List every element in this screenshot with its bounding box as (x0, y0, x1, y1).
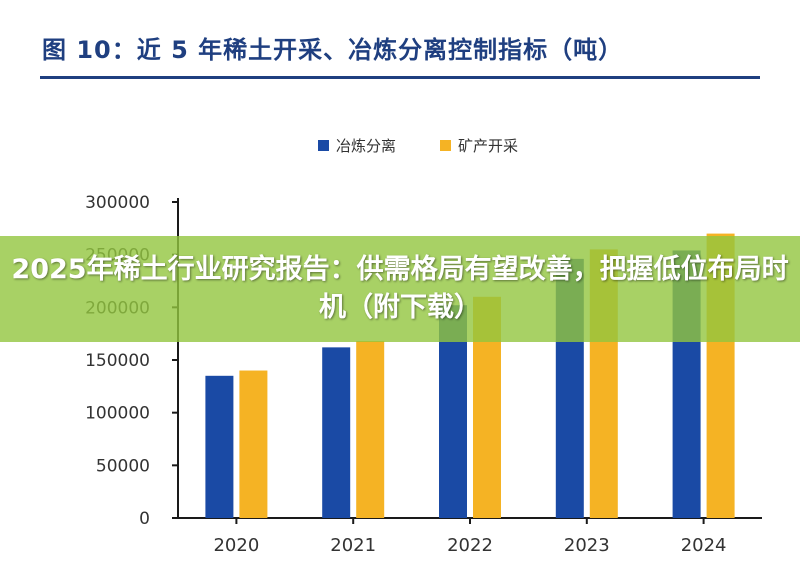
bar-mining-2020 (239, 370, 268, 518)
bar-smelting-2021 (322, 347, 351, 518)
y-tick-label: 300000 (85, 193, 150, 213)
x-tick-label: 2021 (330, 535, 376, 556)
bar-mining-2021 (356, 341, 385, 518)
chart-title: 图 10：近 5 年稀土开采、冶炼分离控制指标（吨） (42, 36, 624, 64)
legend-label-mining: 矿产开采 (458, 137, 518, 155)
article-title[interactable]: 2025年稀土行业研究报告：供需格局有望改善，把握低位布局时机（附下载） (11, 254, 789, 323)
y-tick-label: 150000 (85, 351, 150, 371)
legend-swatch-mining (440, 140, 451, 151)
legend-swatch-smelting (318, 140, 329, 151)
legend-label-smelting: 冶炼分离 (336, 137, 396, 155)
title-divider (40, 76, 760, 79)
x-tick-label: 2022 (447, 535, 493, 556)
article-banner[interactable]: 2025年稀土行业研究报告：供需格局有望改善，把握低位布局时机（附下载） (0, 236, 800, 342)
y-tick-label: 50000 (96, 456, 150, 476)
bar-smelting-2020 (205, 375, 234, 518)
y-tick-label: 100000 (85, 404, 150, 424)
x-tick-label: 2024 (681, 535, 727, 556)
x-tick-label: 2023 (564, 535, 610, 556)
x-tick-label: 2020 (213, 535, 259, 556)
y-tick-label: 0 (139, 509, 150, 529)
